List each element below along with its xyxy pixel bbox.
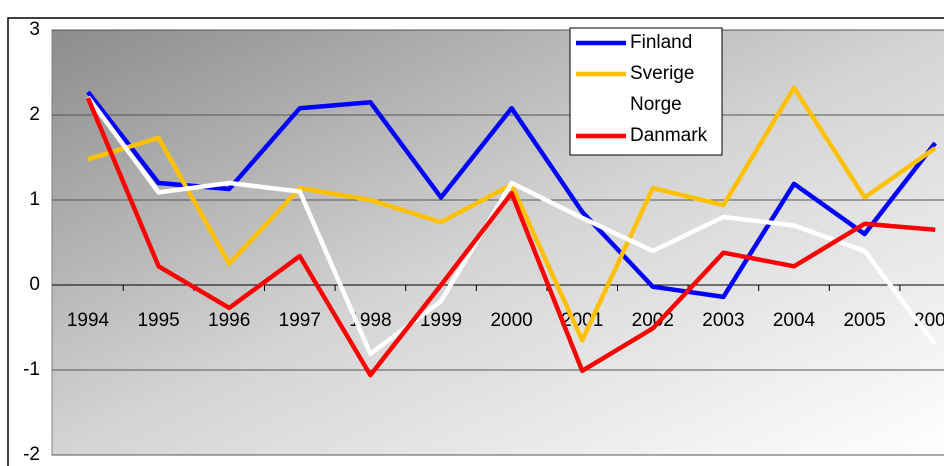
x-tick-label: 1995 bbox=[137, 310, 179, 331]
x-tick-label: 2000 bbox=[490, 310, 532, 331]
x-tick-label: 2005 bbox=[843, 310, 885, 331]
x-tick-label: 1997 bbox=[279, 310, 321, 331]
y-tick-label: 1 bbox=[29, 189, 40, 210]
x-tick-label: 2003 bbox=[702, 310, 744, 331]
x-tick-label: 1999 bbox=[420, 310, 462, 331]
y-tick-label: -2 bbox=[23, 444, 40, 465]
plot-area bbox=[51, 29, 944, 456]
x-tick-label: 1994 bbox=[67, 310, 110, 331]
y-tick-label: 2 bbox=[29, 104, 40, 125]
legend-label: Norge bbox=[630, 94, 682, 115]
series-line bbox=[85, 97, 936, 378]
y-tick-label: -1 bbox=[23, 359, 40, 380]
y-tick-label: 0 bbox=[29, 274, 40, 295]
legend-label: Finland bbox=[630, 32, 692, 53]
series-line bbox=[86, 90, 937, 300]
series-line bbox=[86, 95, 937, 357]
legend: Finland Sverige Norge Danmark bbox=[569, 27, 723, 156]
legend-label: Danmark bbox=[630, 125, 708, 146]
x-tick-label: 1996 bbox=[208, 310, 250, 331]
y-tick-label: 3 bbox=[29, 19, 40, 40]
x-tick-label: 2004 bbox=[773, 310, 816, 331]
legend-label: Sverige bbox=[630, 63, 694, 84]
